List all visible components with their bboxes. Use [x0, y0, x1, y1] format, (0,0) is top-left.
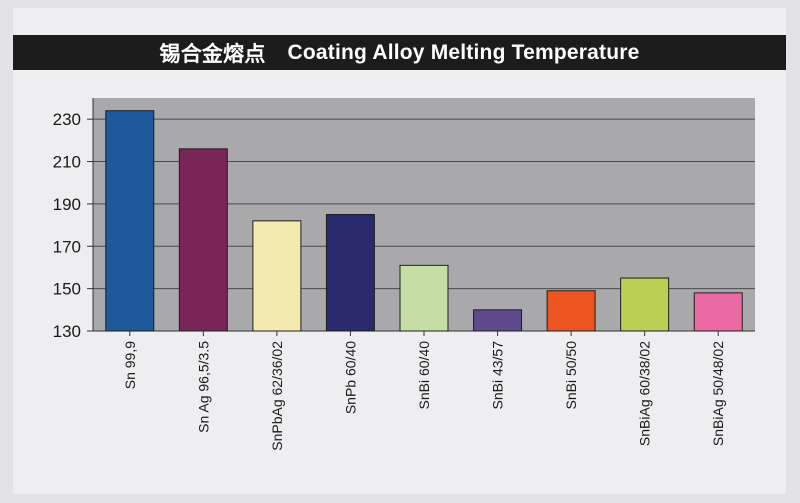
x-tick-label: SnPbAg 62/36/02: [269, 341, 285, 451]
x-tick-label: SnPb 60/40: [342, 341, 358, 414]
bar: [473, 309, 523, 332]
x-tick-label: SnBiAg 50/48/02: [710, 341, 726, 446]
bar: [693, 292, 743, 332]
y-tick-label: 190: [53, 195, 81, 214]
x-tick-label: SnBiAg 60/38/02: [637, 341, 653, 446]
y-tick-label: 210: [53, 153, 81, 172]
x-tick-label: Sn 99,9: [122, 341, 138, 389]
bar: [105, 110, 155, 332]
bar: [178, 148, 228, 332]
bar: [620, 277, 670, 332]
chart-title-bar: 锡合金熔点 Coating Alloy Melting Temperature: [13, 35, 786, 70]
y-tick-label: 170: [53, 237, 81, 256]
bar: [325, 214, 375, 332]
chart-title-en: Coating Alloy Melting Temperature: [287, 40, 640, 64]
bar: [546, 290, 596, 332]
x-tick-label: Sn Ag 96,5/3.5: [195, 341, 211, 433]
y-tick-label: 150: [53, 280, 81, 299]
bar: [252, 220, 302, 332]
y-tick-label: 230: [53, 110, 81, 129]
chart-title-zh: 锡合金熔点: [159, 42, 266, 66]
x-tick-label: SnBi 60/40: [416, 341, 432, 410]
bar: [399, 264, 449, 332]
x-tick-label: SnBi 50/50: [563, 341, 579, 410]
x-tick-label: SnBi 43/57: [490, 341, 506, 410]
y-tick-label: 130: [53, 322, 81, 341]
